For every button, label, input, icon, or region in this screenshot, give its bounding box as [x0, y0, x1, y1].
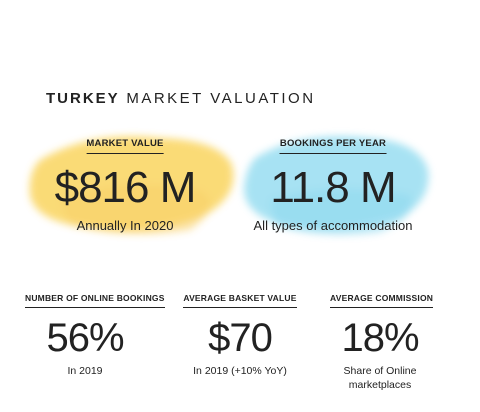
stat-note: Share of Online marketplaces [343, 365, 417, 392]
stat-value: 18% [341, 316, 419, 360]
stat-value: 56% [46, 316, 124, 360]
stat: AVERAGE BASKET VALUE $70 In 2019 (+10% Y… [180, 288, 300, 378]
stat-value: $816 M [54, 163, 197, 212]
stat-note: In 2019 (+10% YoY) [193, 365, 287, 377]
stat-label: AVERAGE COMMISSION [330, 293, 434, 308]
stat: AVERAGE COMMISSION 18% Share of Online m… [330, 288, 434, 392]
blue-splash [244, 136, 429, 235]
stat-note: In 2019 [67, 365, 103, 377]
stat-note: All types of accommodation [253, 218, 413, 233]
stat: BOOKINGS PER YEAR 11.8 M All types of ac… [254, 133, 413, 233]
stat: MARKET VALUE $816 M Annually In 2020 [54, 133, 197, 233]
stat-value: 11.8 M [270, 163, 396, 212]
stat-label: MARKET VALUE [86, 138, 164, 154]
stat-label: AVERAGE BASKET VALUE [183, 293, 297, 308]
stat-label: NUMBER OF ONLINE BOOKINGS [25, 293, 165, 308]
title-bold: TURKEY [46, 90, 120, 107]
stat: NUMBER OF ONLINE BOOKINGS 56% In 2019 [25, 288, 165, 378]
stat-note: Annually In 2020 [76, 218, 174, 233]
stat-label: BOOKINGS PER YEAR [279, 138, 387, 154]
stat-value: $70 [208, 316, 273, 360]
title: TURKEY MARKET VALUATION [46, 90, 316, 107]
yellow-splash [29, 136, 234, 234]
title-rest: MARKET VALUATION [126, 90, 316, 107]
